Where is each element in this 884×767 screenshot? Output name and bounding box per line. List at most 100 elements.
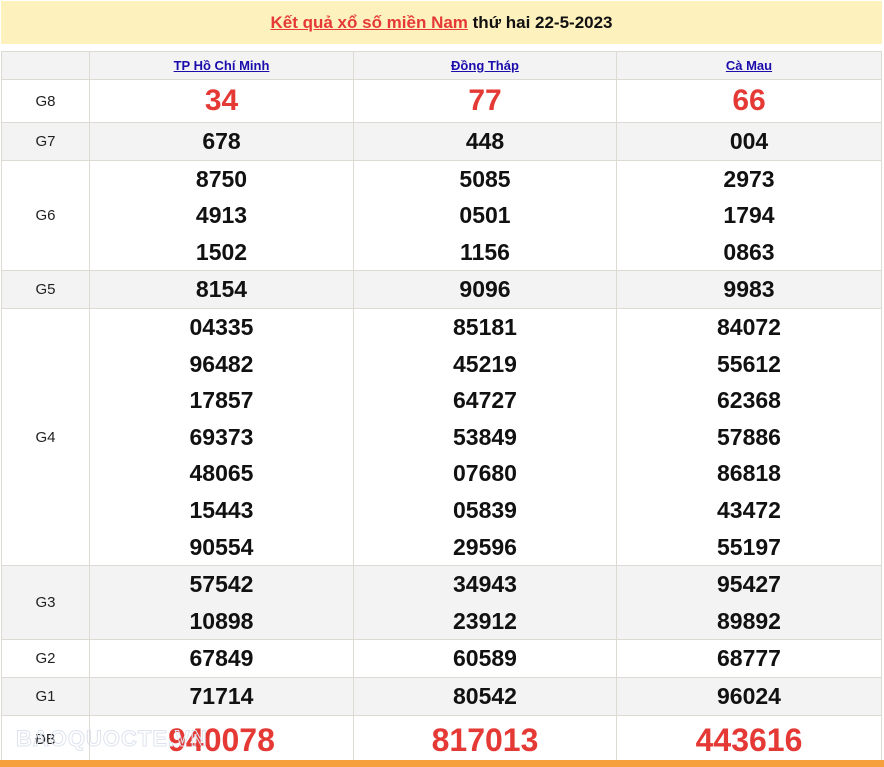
- prize-number: 817013: [431, 721, 539, 758]
- province-link[interactable]: Đồng Tháp: [451, 57, 519, 73]
- prize-cell: 77: [353, 79, 617, 123]
- prize-label: G4: [1, 307, 90, 567]
- prize-label: ĐB: [1, 714, 90, 765]
- prize-cell: 57542 10898: [89, 565, 354, 641]
- prize-number: 90554: [189, 533, 254, 560]
- prize-cell: 9096: [353, 270, 617, 309]
- prize-cell: 678: [89, 122, 354, 161]
- prize-number: 34943: [453, 571, 517, 598]
- prize-cell: 5085 0501 1156: [353, 159, 617, 272]
- prize-row: G3 57542 10898 34943 23912 95427 89892: [1, 565, 882, 641]
- prize-number: 34: [204, 84, 239, 117]
- prize-number: 95427: [717, 571, 781, 598]
- prize-row: G6 8750 4913 1502 5085 0501 1156 2973 1794 0863: [1, 159, 882, 272]
- prize-number: 0501: [459, 202, 511, 229]
- prize-number: 17857: [189, 387, 254, 414]
- header-row: TP Hồ Chí Minh Đồng Tháp Cà Mau: [1, 51, 882, 80]
- prize-cell: 85181 45219 64727 53849 07680 05839 29596: [353, 307, 617, 567]
- prize-label: G7: [1, 122, 90, 161]
- prize-row: ĐB 940078 817013 443616: [1, 714, 882, 765]
- prize-number: 9983: [723, 276, 775, 303]
- prize-number: 67849: [189, 645, 254, 672]
- prize-cell: 448: [353, 122, 617, 161]
- prize-number: 5085: [459, 165, 511, 192]
- prize-number: 68777: [717, 645, 781, 672]
- province-link[interactable]: TP Hồ Chí Minh: [173, 57, 270, 73]
- prize-number: 48065: [189, 460, 254, 487]
- prize-cell: 66: [616, 79, 882, 123]
- prize-cell: 95427 89892: [616, 565, 882, 641]
- prize-cell: 34: [89, 79, 354, 123]
- prize-number: 23912: [453, 607, 517, 634]
- prize-number: 85181: [453, 313, 517, 340]
- prize-number: 1502: [195, 238, 248, 265]
- prize-number: 4913: [195, 202, 248, 229]
- prize-number: 43472: [717, 496, 781, 523]
- prize-number: 9096: [459, 276, 511, 303]
- results-title: Kết quả xổ số miền Nam thứ hai 22-5-2023: [1, 1, 882, 44]
- prize-cell: 67849: [89, 639, 354, 678]
- prize-number: 69373: [189, 423, 254, 450]
- prize-number: 86818: [717, 460, 781, 487]
- prize-number: 84072: [717, 313, 781, 340]
- prize-cell: 004: [616, 122, 882, 161]
- prize-label: G3: [1, 565, 90, 641]
- prize-row: G7 678 448 004: [1, 122, 882, 161]
- prize-number: 07680: [453, 460, 517, 487]
- prize-cell: 2973 1794 0863: [616, 159, 882, 272]
- prize-label: G6: [1, 159, 90, 272]
- prize-cell: 68777: [616, 639, 882, 678]
- prize-number: 53849: [453, 423, 517, 450]
- prize-label: G8: [1, 79, 90, 123]
- prize-row: G1 71714 80542 96024: [1, 676, 882, 716]
- prize-number: 64727: [453, 387, 517, 414]
- prize-number: 62368: [717, 387, 781, 414]
- results-title-link[interactable]: Kết quả xổ số miền Nam: [270, 13, 468, 32]
- prize-number: 1156: [460, 238, 510, 265]
- prize-cell: 817013: [353, 714, 617, 765]
- prize-number: 940078: [168, 721, 275, 758]
- prize-number: 89892: [717, 607, 781, 634]
- prize-number: 8154: [195, 276, 248, 303]
- prize-number: 45219: [453, 350, 517, 377]
- prize-number: 29596: [453, 533, 517, 560]
- prize-number: 448: [465, 128, 505, 154]
- prize-number: 71714: [189, 682, 254, 709]
- prize-label: G2: [1, 639, 90, 678]
- prize-row: G2 67849 60589 68777: [1, 639, 882, 678]
- prize-number: 80542: [453, 682, 517, 709]
- prize-number: 05839: [453, 496, 517, 523]
- prize-number: 66: [732, 84, 766, 117]
- prize-number: 57542: [189, 571, 254, 598]
- prize-cell: 96024: [616, 676, 882, 716]
- results-table: TP Hồ Chí Minh Đồng Tháp Cà Mau G8 34 77 66…: [1, 51, 882, 765]
- prize-number: 04335: [189, 313, 254, 340]
- prize-cell: 80542: [353, 676, 617, 716]
- prize-number: 96482: [189, 350, 254, 377]
- prize-cell: 9983: [616, 270, 882, 309]
- prize-cell: 8154: [89, 270, 354, 309]
- prize-cell: 04335 96482 17857 69373 48065 15443 90554: [89, 307, 354, 567]
- prize-number: 96024: [717, 682, 781, 709]
- prize-number: 1794: [723, 202, 775, 229]
- prize-number: 55612: [717, 350, 781, 377]
- prize-number: 10898: [189, 607, 254, 634]
- prize-number: 55197: [717, 533, 781, 560]
- prize-number: 004: [729, 128, 769, 154]
- prize-number: 8750: [195, 165, 248, 192]
- prize-cell: 8750 4913 1502: [89, 159, 354, 272]
- prize-row: G4 04335 96482 17857 69373 48065 15443 90554 851…: [1, 307, 882, 567]
- prize-cell: 34943 23912: [353, 565, 617, 641]
- prize-number: 57886: [717, 423, 781, 450]
- prize-row: G8 34 77 66: [1, 79, 882, 123]
- prize-cell: 84072 55612 62368 57886 86818 43472 55197: [616, 307, 882, 567]
- prize-number: 2973: [723, 165, 775, 192]
- prize-row: G5 8154 9096 9983: [1, 270, 882, 309]
- province-link[interactable]: Cà Mau: [725, 57, 773, 73]
- prize-label: G1: [1, 676, 90, 716]
- prize-number: 77: [468, 84, 502, 117]
- prize-cell: 443616: [616, 714, 882, 765]
- prize-number: 678: [202, 128, 241, 154]
- results-date: thứ hai 22-5-2023: [467, 13, 613, 32]
- prize-cell: 60589: [353, 639, 617, 678]
